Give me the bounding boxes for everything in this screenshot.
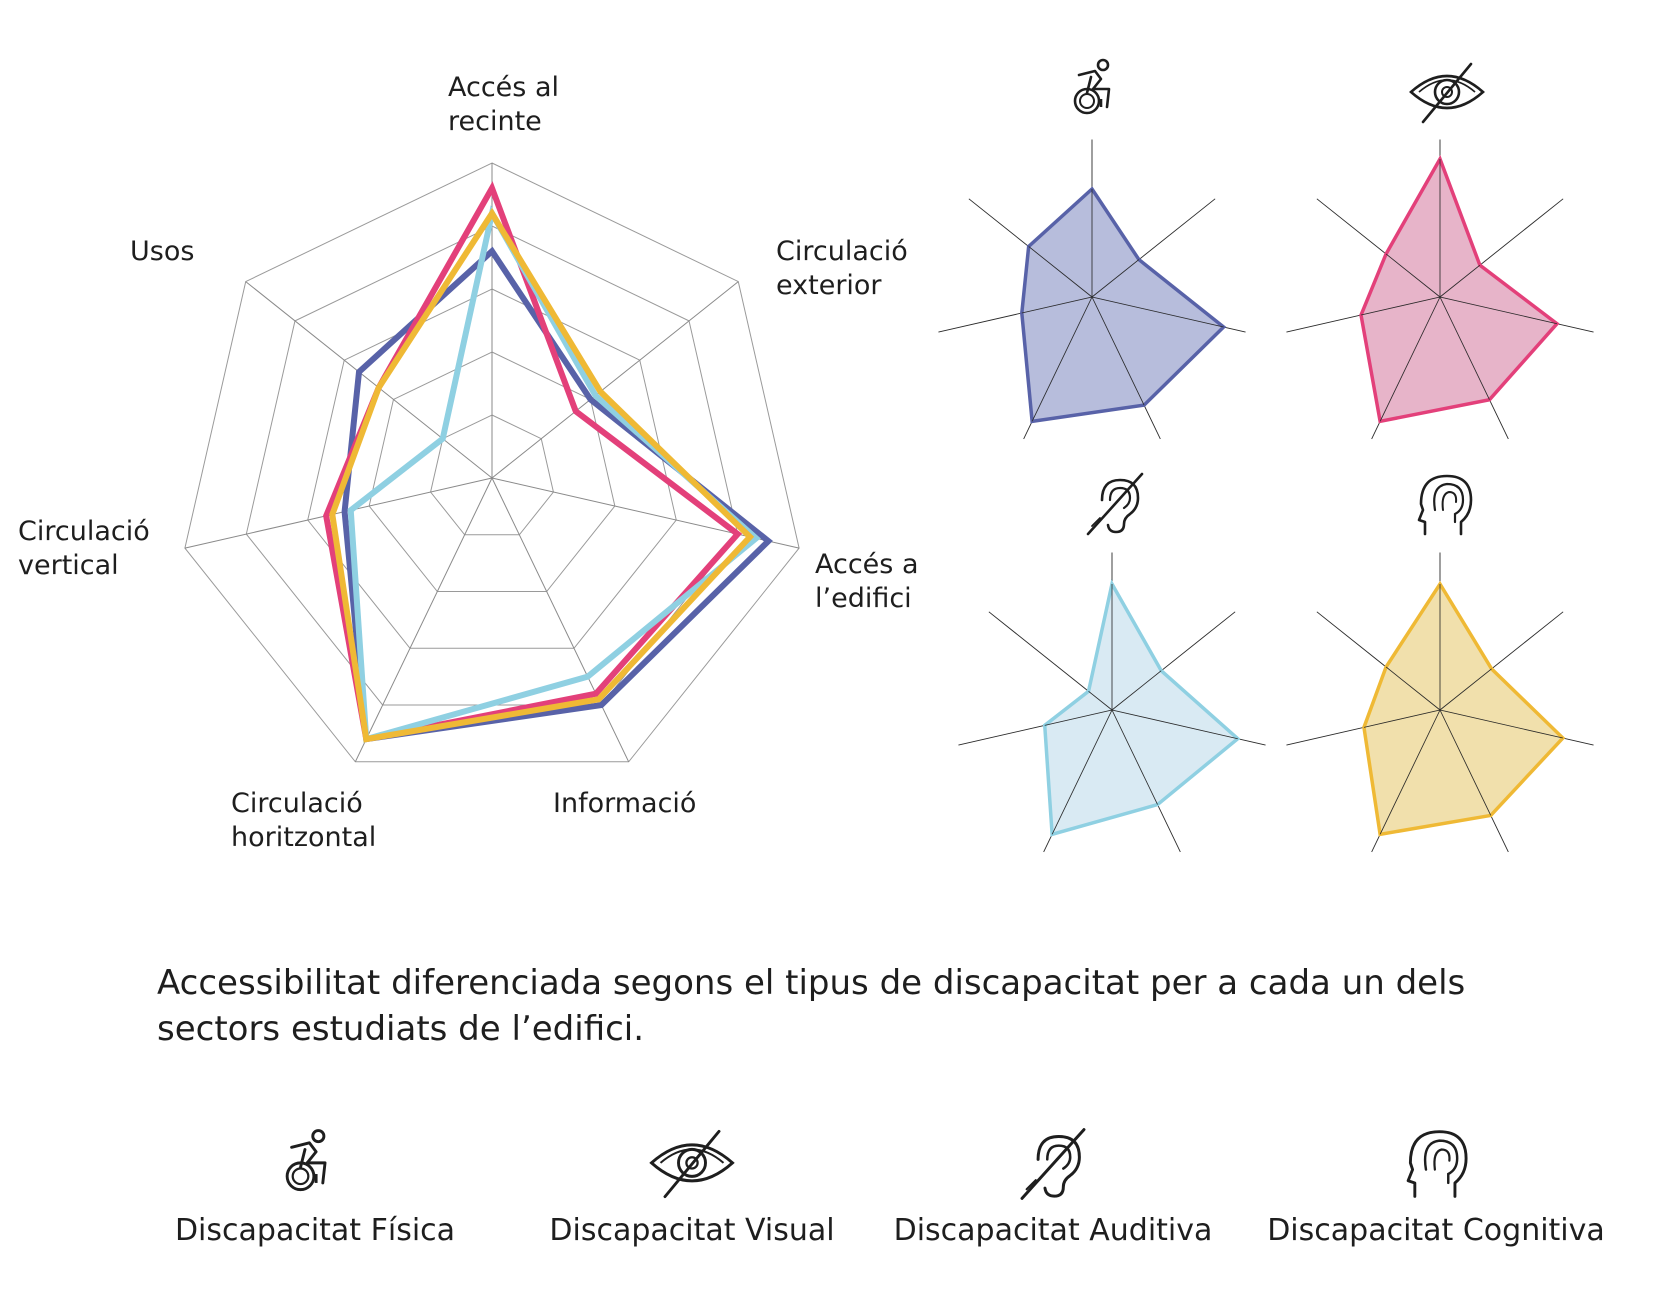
legend-item-cognitiva: Discapacitat Cognitiva — [1266, 1125, 1606, 1248]
small-radar-charts — [938, 58, 1594, 853]
brain-head-icon — [1417, 474, 1473, 536]
small-spoke-overlay — [1439, 296, 1490, 400]
axis-label-line: Circulació — [776, 236, 908, 267]
legend-item-fisica: Discapacitat Física — [145, 1125, 485, 1248]
small-spoke-overlay — [1439, 668, 1492, 711]
axis-label-line: l’edifici — [815, 583, 912, 614]
legend-label-visual: Discapacitat Visual — [549, 1213, 835, 1248]
axis-label-acces-al-recinte: Accés al recinte — [448, 72, 559, 137]
small-spoke-overlay — [1044, 709, 1113, 726]
grid-ring-3 — [307, 288, 677, 649]
ear-slash-icon — [1086, 472, 1144, 536]
small-spoke-overlay — [1439, 264, 1481, 298]
axis-label-line: Usos — [130, 236, 194, 267]
small-spoke-overlay — [1111, 670, 1162, 711]
axis-label-usos: Usos — [130, 236, 194, 267]
grid-spoke-circulacio-horitzontal — [354, 477, 493, 763]
small-spoke-overlay — [1091, 296, 1145, 406]
legend-item-auditiva: Discapacitat Auditiva — [883, 1125, 1223, 1248]
eye-slash-icon — [650, 1129, 734, 1199]
axis-label-circulacio-exterior: Circulació exterior — [776, 236, 908, 301]
ear-slash-icon — [1020, 1128, 1086, 1200]
legend-label-cognitiva: Discapacitat Cognitiva — [1267, 1213, 1605, 1248]
wheelchair-icon — [285, 1129, 327, 1192]
small-spoke-overlay — [1021, 296, 1093, 314]
axis-label-line: exterior — [776, 270, 882, 301]
brain-head-icon — [1406, 1130, 1468, 1198]
small-spoke-overlay — [1379, 709, 1441, 835]
grid-ring-1 — [430, 414, 554, 536]
small-radar-discapacitat-cognitiva — [1286, 474, 1594, 853]
axis-label-line: recinte — [448, 106, 542, 137]
small-spoke-overlay — [1111, 709, 1238, 740]
grid-spoke-informacio — [491, 477, 630, 763]
grid-spoke-usos — [245, 281, 493, 479]
small-spoke-overlay — [1379, 296, 1441, 422]
axis-label-acces-a-l-edifici: Accés a l’edifici — [815, 549, 919, 614]
wheelchair-icon — [1073, 58, 1111, 115]
axis-label-line: vertical — [18, 550, 119, 581]
small-spoke-overlay — [1091, 296, 1224, 328]
small-spoke-overlay — [1439, 709, 1492, 816]
series-line-discapacitat-cognitiva — [329, 207, 755, 743]
grid-ring-2 — [368, 351, 616, 593]
figure-caption: Accessibilitat diferenciada segons el ti… — [157, 963, 1466, 1049]
small-spoke-overlay — [1028, 246, 1093, 298]
axis-label-line: Circulació — [231, 788, 363, 819]
eye-slash-icon — [1409, 62, 1485, 124]
small-spoke-overlay — [1111, 709, 1158, 805]
small-spoke-overlay — [1385, 666, 1441, 711]
small-spoke-overlay — [1385, 253, 1441, 298]
small-spoke-overlay — [1051, 709, 1113, 835]
small-series-area-discapacitat-visual — [1359, 154, 1560, 424]
series-line-discapacitat-fisica — [341, 246, 773, 743]
axis-label-line: Circulació — [18, 516, 150, 547]
grid-spoke-circulacio-vertical — [184, 477, 493, 549]
legend-label-fisica: Discapacitat Física — [174, 1213, 456, 1248]
small-spoke-overlay — [1031, 296, 1093, 422]
axis-label-circulacio-vertical: Circulació vertical — [18, 516, 150, 581]
small-radar-discapacitat-visual — [1286, 62, 1594, 440]
small-spoke-overlay — [1088, 690, 1113, 711]
legend-label-auditiva: Discapacitat Auditiva — [893, 1213, 1213, 1248]
grid-ring-5 — [184, 162, 800, 763]
small-spoke-overlay — [1360, 296, 1441, 316]
axis-label-line: Accés al — [448, 72, 559, 103]
small-radar-discapacitat-auditiva — [958, 472, 1266, 853]
small-spoke-overlay — [1439, 296, 1558, 325]
axis-label-informacio: Informació — [553, 788, 696, 819]
small-series-area-discapacitat-fisica — [1020, 186, 1227, 424]
axis-label-circulacio-horitzontal: Circulació horitzontal — [231, 788, 376, 853]
small-spoke-overlay — [1363, 709, 1441, 728]
axis-label-line: Accés a — [815, 549, 919, 580]
grid-spoke-circulacio-exterior — [491, 281, 739, 479]
small-spoke-overlay — [1439, 709, 1563, 739]
axis-label-line: Informació — [553, 788, 696, 819]
small-spoke-overlay — [1091, 259, 1140, 298]
small-series-area-discapacitat-auditiva — [1042, 579, 1241, 837]
axis-label-line: horitzontal — [231, 822, 376, 853]
series-line-discapacitat-auditiva — [347, 205, 761, 743]
small-radar-discapacitat-fisica — [938, 58, 1246, 440]
legend-item-visual: Discapacitat Visual — [522, 1125, 862, 1248]
small-series-area-discapacitat-cognitiva — [1362, 580, 1566, 837]
